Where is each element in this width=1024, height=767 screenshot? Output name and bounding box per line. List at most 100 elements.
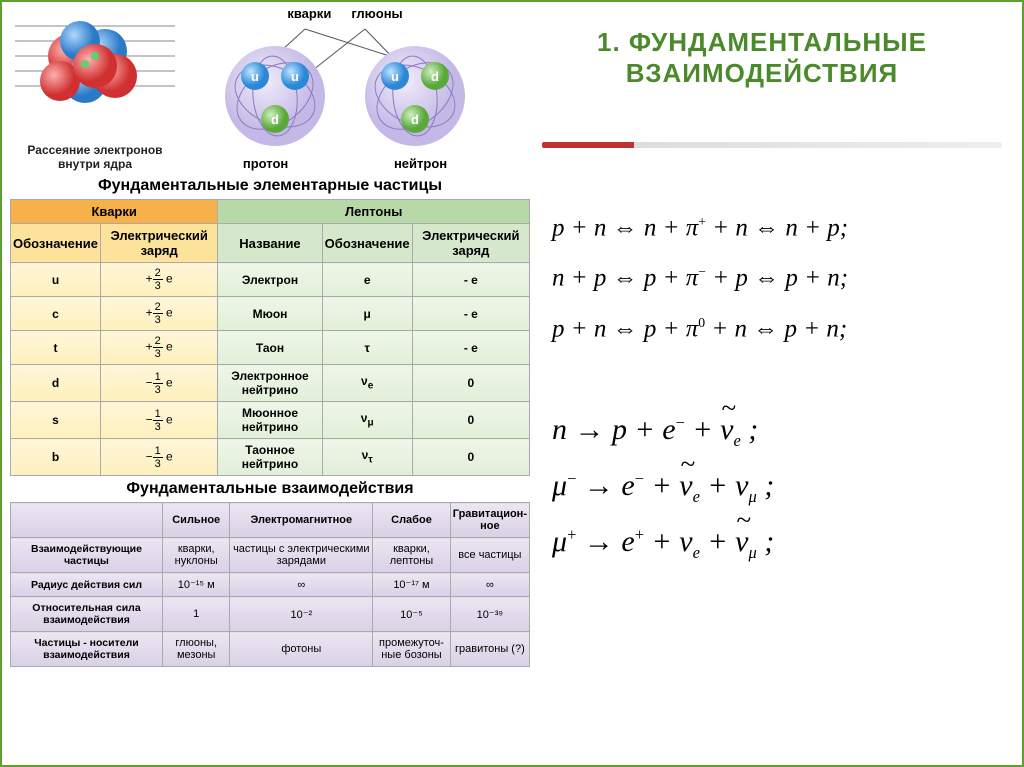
quark-symbol: t (11, 331, 101, 365)
inter-cell: все частицы (450, 538, 529, 573)
leptons-header: Лептоны (218, 200, 530, 224)
slide-title: 1. ФУНДАМЕНТАЛЬНЫЕ ВЗАИМОДЕЙСТВИЯ (522, 27, 1002, 89)
label-proton: протон (243, 156, 288, 171)
equation: p + n ⇔ n + π+ + n ⇔ n + p; (552, 214, 1002, 242)
particle-row: c+23 eМюонμ- e (11, 297, 530, 331)
inter-cell: фотоны (230, 632, 373, 667)
interaction-row: Взаимодействующие частицыкварки, нуклоны… (11, 538, 530, 573)
inter-cell: 1 (162, 597, 229, 632)
inter-cell: кварки, нуклоны (162, 538, 229, 573)
particle-row: s−13 eМюонное нейтриноνμ0 (11, 402, 530, 439)
quarks-header: Кварки (11, 200, 218, 224)
lepton-name: Электрон (218, 263, 322, 297)
inter-cell: 10⁻⁵ (373, 597, 451, 632)
nucleus-caption: Рассеяние электронов внутри ядра (10, 143, 180, 171)
inter-cell: ∞ (230, 573, 373, 597)
particle-row: u+23 eЭлектронe- e (11, 263, 530, 297)
label-neutron: нейтрон (394, 156, 447, 171)
title-line1: 1. ФУНДАМЕНТАЛЬНЫЕ (597, 27, 927, 57)
inter-cell: кварки, лептоны (373, 538, 451, 573)
quark-symbol: d (11, 365, 101, 402)
quark-charge: +23 e (100, 263, 217, 297)
interaction-row: Относительная сила взаимодействия110⁻²10… (11, 597, 530, 632)
particles-title: Фундаментальные элементарные частицы (10, 177, 530, 195)
inter-cell: промежуточ-ные бозоны (373, 632, 451, 667)
equation: n + p ⇔ p + π− + p ⇔ p + n; (552, 264, 1002, 292)
lepton-name: Таон (218, 331, 322, 365)
inter-cell: 10⁻¹⁵ м (162, 573, 229, 597)
inter-cell: 10⁻¹⁷ м (373, 573, 451, 597)
lepton-charge: 0 (412, 402, 529, 439)
lepton-symbol: τ (322, 331, 412, 365)
inter-col-header (11, 503, 163, 538)
inter-cell: ∞ (450, 573, 529, 597)
svg-text:d: d (431, 69, 439, 84)
lepton-symbol: e (322, 263, 412, 297)
lepton-charge: - e (412, 331, 529, 365)
col-q-charge: Электрический заряд (100, 224, 217, 263)
inter-row-header: Относительная сила взаимодействия (11, 597, 163, 632)
lepton-symbol: νμ (322, 402, 412, 439)
lepton-symbol: μ (322, 297, 412, 331)
inter-col-header: Слабое (373, 503, 451, 538)
quark-charge: −13 e (100, 365, 217, 402)
col-l-sym: Обозначение (322, 224, 412, 263)
decay-equation: n → p + e− + νe ; (552, 413, 1002, 451)
decay-equation: μ+ → e+ + νe + νμ ; (552, 525, 1002, 563)
lepton-name: Мюонное нейтрино (218, 402, 322, 439)
interactions-title: Фундаментальные взаимодействия (10, 480, 530, 498)
label-quarks: кварки (287, 6, 331, 21)
quark-symbol: c (11, 297, 101, 331)
quark-symbol: u (11, 263, 101, 297)
inter-cell: частицы с электрическими зарядами (230, 538, 373, 573)
lepton-symbol: νe (322, 365, 412, 402)
col-l-charge: Электрический заряд (412, 224, 529, 263)
inter-col-header: Гравитацион-ное (450, 503, 529, 538)
equation: p + n ⇔ p + π0 + n ⇔ p + n; (552, 315, 1002, 343)
particle-row: b−13 eТаонное нейтриноντ0 (11, 439, 530, 476)
quark-symbol: b (11, 439, 101, 476)
lepton-charge: - e (412, 297, 529, 331)
svg-text:d: d (271, 112, 279, 127)
lepton-name: Мюон (218, 297, 322, 331)
title-line2: ВЗАИМОДЕЙСТВИЯ (626, 58, 898, 88)
svg-text:u: u (291, 69, 299, 84)
lepton-charge: 0 (412, 439, 529, 476)
inter-col-header: Сильное (162, 503, 229, 538)
inter-row-header: Частицы - носители взаимодействия (11, 632, 163, 667)
svg-text:u: u (251, 69, 259, 84)
left-column: Рассеяние электронов внутри ядра кварки … (10, 6, 530, 667)
proton-neutron-diagram: кварки глюоны u (190, 6, 500, 171)
lepton-name: Таонное нейтрино (218, 439, 322, 476)
lepton-charge: - e (412, 263, 529, 297)
interaction-row: Радиус действия сил10⁻¹⁵ м∞10⁻¹⁷ м∞ (11, 573, 530, 597)
inter-cell: глюоны, мезоны (162, 632, 229, 667)
col-l-name: Название (218, 224, 322, 263)
interaction-row: Частицы - носители взаимодействияглюоны,… (11, 632, 530, 667)
lepton-symbol: ντ (322, 439, 412, 476)
lepton-name: Электронное нейтрино (218, 365, 322, 402)
quark-charge: −13 e (100, 402, 217, 439)
inter-row-header: Радиус действия сил (11, 573, 163, 597)
quark-charge: +23 e (100, 297, 217, 331)
particle-row: d−13 eЭлектронное нейтриноνe0 (11, 365, 530, 402)
nucleus-diagram: Рассеяние электронов внутри ядра (10, 6, 180, 171)
interactions-table: СильноеЭлектромагнитноеСлабоеГравитацион… (10, 502, 530, 667)
label-gluons: глюоны (351, 6, 402, 21)
pn-svg: u u d u d d (195, 21, 495, 151)
decay-equation: μ− → e− + νe + νμ ; (552, 469, 1002, 507)
inter-cell: 10⁻³⁹ (450, 597, 529, 632)
inter-cell: гравитоны (?) (450, 632, 529, 667)
particles-table: Кварки Лептоны Обозначение Электрический… (10, 199, 530, 476)
inter-row-header: Взаимодействующие частицы (11, 538, 163, 573)
particle-row: t+23 eТаонτ- e (11, 331, 530, 365)
inter-col-header: Электромагнитное (230, 503, 373, 538)
quark-symbol: s (11, 402, 101, 439)
inter-cell: 10⁻² (230, 597, 373, 632)
nucleus-svg (15, 6, 175, 136)
quark-charge: +23 e (100, 331, 217, 365)
quark-charge: −13 e (100, 439, 217, 476)
title-underline (542, 142, 1002, 148)
lepton-charge: 0 (412, 365, 529, 402)
equations-column: p + n ⇔ n + π+ + n ⇔ n + p; n + p ⇔ p + π… (552, 192, 1002, 581)
